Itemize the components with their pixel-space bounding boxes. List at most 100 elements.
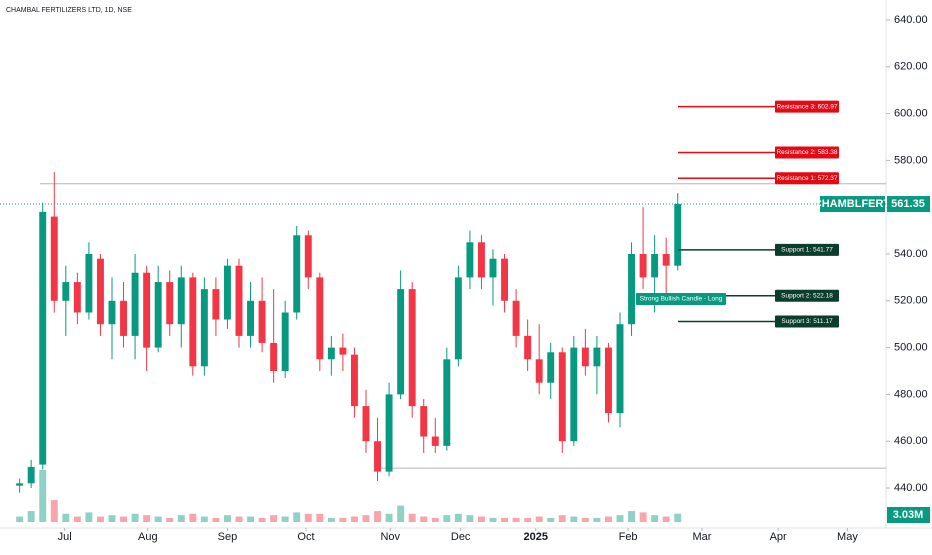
candle-body [616,324,624,414]
candle-body [512,300,520,336]
candle-body [581,347,589,367]
volume-bar [281,516,289,522]
level-label-box [775,172,839,185]
volume-bar [581,517,589,522]
candle-body [466,242,474,278]
candle-body [443,359,451,446]
candle-body [154,282,162,348]
candle-body [420,406,428,437]
candle-body [293,235,301,313]
y-tick-label: 580.00 [894,154,928,166]
candle-body [477,242,485,278]
candle-body [96,258,104,325]
candle-body [385,394,393,472]
candle-body [131,272,139,336]
x-tick-label: Feb [619,531,638,543]
candle-body [431,436,439,446]
candle-body [628,254,636,325]
volume-bar [270,515,278,522]
volume-bar [96,516,104,522]
candle-body [489,258,497,278]
volume-bar [235,516,243,522]
candle-body [281,312,289,371]
volume-bar [304,513,312,522]
volume-bar [558,515,566,522]
volume-bar [223,515,231,522]
volume-bar [200,516,208,522]
volume-bar [362,515,370,522]
candle-body [270,342,278,371]
annotation-box [636,293,726,305]
volume-bar [293,512,301,522]
candle-body [62,282,70,301]
volume-bar [154,516,162,522]
candle-body [362,406,370,442]
volume-bar [166,517,174,522]
volume-bar [501,517,509,522]
chart-title: CHAMBAL FERTILIZERS LTD, 1D, NSE [6,7,132,14]
candle-body [27,466,35,484]
volume-bar [628,511,636,522]
candle-body [454,277,462,360]
volume-bar [62,513,70,522]
level-label: Support 2: 522.18 [781,292,833,299]
level-label: Resistance 1: 572.37 [776,175,837,182]
volume-bar [177,515,185,522]
candle-body [501,258,509,301]
symbol-badge [820,196,885,213]
x-tick-label: Nov [380,531,400,543]
volume-bar [108,515,116,522]
candle-body [408,289,416,407]
candle-body [200,289,208,367]
x-tick-label: Aug [138,531,158,543]
y-tick-label: 600.00 [894,108,928,120]
volume-bar [189,513,197,522]
candle-body [212,289,220,320]
candle-body [339,347,347,355]
level-label-box [775,146,839,159]
x-tick-label: Oct [297,531,314,543]
volume-bar [247,516,255,522]
candle-body [108,300,116,325]
candle-body [247,300,255,336]
candle-body [535,359,543,383]
candle-body [50,216,58,301]
volume-bar [616,515,624,522]
volume-bar [212,517,220,522]
level-label-box [775,243,839,256]
x-tick-label: Sep [218,531,238,543]
volume-bar [27,511,35,522]
x-tick-label: Apr [770,531,787,543]
annotation: Strong Bullish Candle - Long [640,296,723,303]
volume-badge [887,507,930,523]
price-badge [887,196,930,213]
candle-body [558,352,566,442]
level-label: Support 3: 511.17 [781,318,833,325]
volume-bar [143,515,151,522]
y-tick-label: 540.00 [894,248,928,260]
volume-bar [466,515,474,522]
candle-body [73,282,81,313]
symbol-label: CHAMBLFERT [814,198,891,210]
y-tick-label: 520.00 [894,295,928,307]
candle-body [327,347,335,360]
x-tick-label: Dec [451,531,471,543]
level-label: Resistance 2: 583.38 [776,149,837,156]
candle-body [120,300,128,336]
volume-bar [316,513,324,522]
volume-bar [443,515,451,522]
volume-bar [547,517,555,522]
y-tick-label: 440.00 [894,482,928,494]
level-label: Support 1: 541.77 [781,247,833,254]
y-tick-label: 480.00 [894,388,928,400]
volume-bar [39,470,47,522]
x-tick-label: Mar [692,531,711,543]
x-tick-label: Jul [58,531,72,543]
volume-bar [50,500,58,522]
volume-bar [639,512,647,522]
candle-body [350,354,358,407]
candle-body [524,335,532,360]
level-label-box [775,315,839,328]
candle-body [651,254,659,278]
